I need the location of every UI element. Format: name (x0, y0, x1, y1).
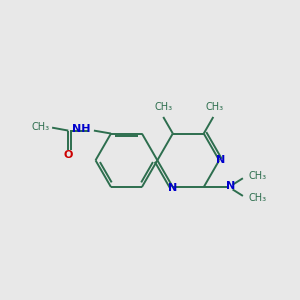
Text: NH: NH (72, 124, 90, 134)
Text: CH₃: CH₃ (31, 122, 49, 132)
Text: CH₃: CH₃ (249, 193, 267, 203)
Text: N: N (168, 183, 177, 193)
Text: N: N (216, 155, 225, 165)
Text: CH₃: CH₃ (154, 102, 172, 112)
Text: O: O (64, 150, 73, 160)
Text: CH₃: CH₃ (249, 171, 267, 181)
Text: N: N (226, 181, 235, 191)
Text: CH₃: CH₃ (206, 102, 224, 112)
